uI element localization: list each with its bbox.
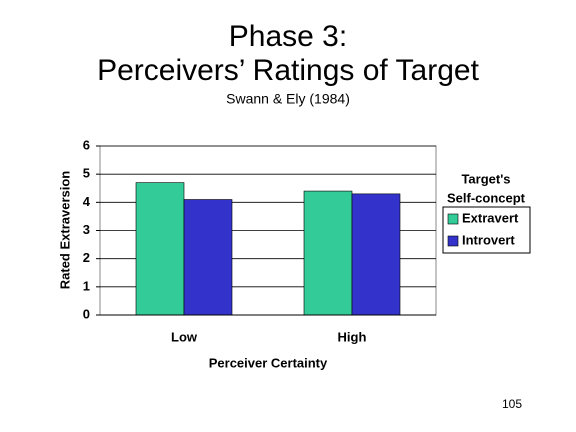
chart-subtitle: Swann & Ely (1984) [226,91,350,107]
legend-label: Extravert [462,210,519,225]
x-axis-title: Perceiver Certainty [209,355,328,370]
y-tick-label: 2 [83,250,90,265]
bar [351,193,401,316]
y-tick-label: 1 [83,278,90,293]
legend-swatch [447,235,459,247]
y-tick-label: 4 [83,194,91,209]
legend-title: Target's [461,171,510,186]
y-tick-label: 0 [83,306,90,321]
bar [183,199,233,316]
legend-swatch [447,213,459,225]
x-tick-label: High [338,329,367,344]
legend-title: Self-concept [447,190,526,205]
y-tick-label: 5 [83,166,90,181]
chart-title: Perceivers’ Ratings of Target [97,54,480,87]
y-axis-title: Rated Extraversion [57,171,72,290]
x-tick-label: Low [171,329,198,344]
y-tick-label: 6 [83,137,90,152]
chart-title: Phase 3: [229,20,347,53]
legend-label: Introvert [462,232,515,247]
y-tick-label: 3 [83,222,90,237]
bar [135,182,185,316]
page-number: 105 [502,397,522,411]
bar [303,190,353,316]
